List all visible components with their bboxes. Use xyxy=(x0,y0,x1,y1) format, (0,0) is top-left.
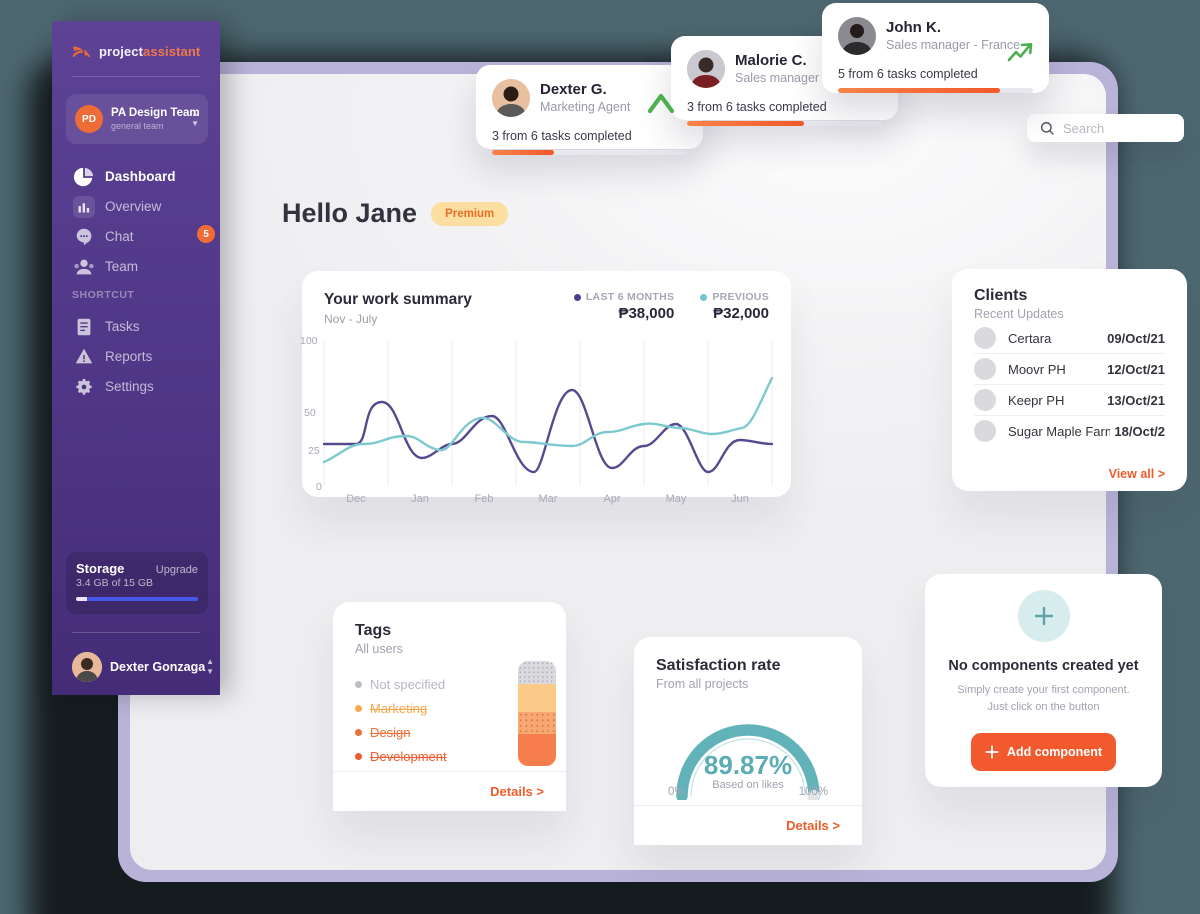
svg-text:25: 25 xyxy=(308,445,320,457)
svg-text:Jun: Jun xyxy=(731,493,749,505)
svg-text:Feb: Feb xyxy=(475,493,494,505)
svg-text:Dec: Dec xyxy=(346,493,366,505)
svg-text:Mar: Mar xyxy=(539,493,558,505)
svg-text:0: 0 xyxy=(316,481,322,493)
svg-text:50: 50 xyxy=(304,407,316,419)
svg-text:Jan: Jan xyxy=(411,493,429,505)
svg-text:100: 100 xyxy=(300,335,318,347)
svg-text:May: May xyxy=(666,493,687,505)
svg-text:Apr: Apr xyxy=(603,493,620,505)
